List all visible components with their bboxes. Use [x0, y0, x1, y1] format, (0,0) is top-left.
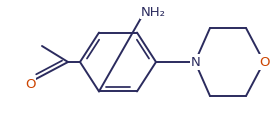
Text: N: N — [191, 56, 201, 68]
Text: NH₂: NH₂ — [140, 5, 166, 19]
Text: O: O — [25, 77, 35, 91]
Text: O: O — [259, 56, 269, 68]
